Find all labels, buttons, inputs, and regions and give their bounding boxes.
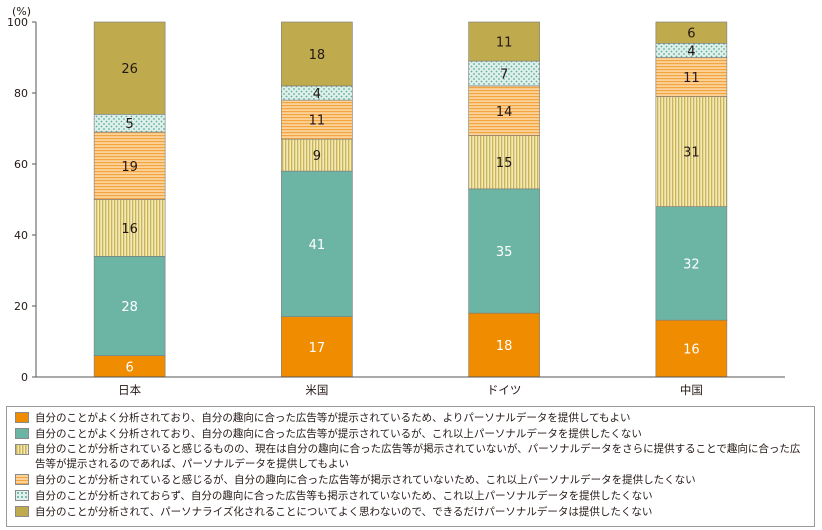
data-label: 6 <box>687 27 695 42</box>
x-tick-label: ドイツ <box>487 383 522 397</box>
bar-segment-series-6 <box>655 21 728 44</box>
bar-segment-series-4 <box>468 85 540 136</box>
data-label: 18 <box>309 48 326 63</box>
bar-segment-series-3 <box>93 199 166 257</box>
legend-item-2: 自分のことがよく分析されており、自分の趣向に合った広告等が提示されているが、これ… <box>15 426 808 442</box>
stacked-bar-chart: (%) 0 20 40 60 80 100 6 28 16 19 5 26 17 41 9 11 4 18 18 3… <box>7 5 785 397</box>
legend-item-3: 自分のことが分析されていると感じるものの、現在は自分の趣向に合った広告等が掲示さ… <box>15 442 808 472</box>
bar-segment-series-6 <box>281 21 353 87</box>
legend-swatch <box>15 412 29 423</box>
data-label: 31 <box>683 146 700 161</box>
bar-segment-series-5 <box>468 60 540 87</box>
legend-label: 自分のことがよく分析されており、自分の趣向に合った広告等が提示されているため、よ… <box>35 412 631 424</box>
bar-segment-series-1 <box>655 319 728 378</box>
data-label: 9 <box>313 149 321 164</box>
data-label: 17 <box>309 341 326 356</box>
legend-item-5: 自分のことが分析されておらず、自分の趣向に合った広告等も掲示されていないため、こ… <box>15 488 808 504</box>
data-label: 32 <box>683 257 700 272</box>
data-label: 16 <box>121 222 138 237</box>
legend-swatch <box>15 506 29 517</box>
bar-segment-series-4 <box>655 57 728 97</box>
y-tick-label: 80 <box>14 87 28 100</box>
y-tick-label: 40 <box>14 229 28 242</box>
bar-segment-series-6 <box>93 21 166 115</box>
data-label: 4 <box>313 87 321 102</box>
data-label: 7 <box>500 67 508 82</box>
y-tick-label: 20 <box>14 300 28 313</box>
data-label: 35 <box>496 245 513 260</box>
legend-swatch <box>15 428 29 439</box>
y-tick-label: 0 <box>21 371 28 384</box>
x-tick-label: 中国 <box>680 383 703 397</box>
bars-group: 6 28 16 19 5 26 17 41 9 11 4 18 18 35 15 14 7 11 16 32 31 11 4… <box>93 21 728 378</box>
x-tick-label: 米国 <box>305 383 328 397</box>
y-tick-label: 100 <box>7 16 28 29</box>
data-label: 5 <box>125 117 133 132</box>
bar-segment-series-4 <box>281 99 353 140</box>
legend-swatch <box>15 490 29 501</box>
legend-label: 自分のことが分析されていると感じるが、自分の趣向に合った広告等が掲示されていない… <box>35 474 696 486</box>
y-axis: 0 20 40 60 80 100 <box>7 16 37 384</box>
bar-segment-series-4 <box>93 131 166 200</box>
y-tick-label: 60 <box>14 158 28 171</box>
data-label: 4 <box>687 44 695 59</box>
data-label: 11 <box>496 36 513 51</box>
data-label: 28 <box>121 300 138 315</box>
legend-label: 自分のことが分析されていると感じるものの、現在は自分の趣向に合った広告等が掲示さ… <box>35 443 801 470</box>
legend-item-4: 自分のことが分析されていると感じるが、自分の趣向に合った広告等が掲示されていない… <box>15 472 808 488</box>
data-label: 26 <box>121 62 138 77</box>
data-label: 11 <box>309 114 326 129</box>
legend-label: 自分のことがよく分析されており、自分の趣向に合った広告等が提示されているが、これ… <box>35 428 642 440</box>
data-label: 19 <box>121 160 138 175</box>
bar-segment-series-3 <box>281 138 353 172</box>
legend: 自分のことがよく分析されており、自分の趣向に合った広告等が提示されているため、よ… <box>6 406 815 527</box>
bar-segment-series-2 <box>281 170 353 317</box>
bar-segment-series-1 <box>281 316 353 378</box>
x-tick-label: 日本 <box>118 383 141 397</box>
data-label: 16 <box>683 343 700 358</box>
x-axis: 日本 米国 ドイツ 中国 <box>36 376 785 397</box>
legend-label: 自分のことが分析されて、パーソナライズ化されることについてよく思わないので、でき… <box>35 506 653 518</box>
legend-swatch <box>15 444 29 455</box>
data-label: 18 <box>496 339 513 354</box>
legend-swatch <box>15 474 29 485</box>
bar-segment-series-1 <box>468 312 540 378</box>
data-label: 6 <box>125 360 133 375</box>
legend-item-6: 自分のことが分析されて、パーソナライズ化されることについてよく思わないので、でき… <box>15 504 808 520</box>
y-axis-unit-label: (%) <box>12 5 31 18</box>
bar-segment-series-2 <box>655 206 728 321</box>
legend-item-1: 自分のことがよく分析されており、自分の趣向に合った広告等が提示されているため、よ… <box>15 410 808 426</box>
data-label: 11 <box>683 71 700 86</box>
bar-segment-series-3 <box>655 96 728 207</box>
bar-segment-series-6 <box>468 21 540 62</box>
data-label: 15 <box>496 156 513 171</box>
data-label: 41 <box>309 238 326 253</box>
bar-segment-series-2 <box>468 188 540 314</box>
legend-label: 自分のことが分析されておらず、自分の趣向に合った広告等も掲示されていないため、こ… <box>35 490 653 502</box>
bar-segment-series-3 <box>468 135 540 190</box>
bar-segment-series-2 <box>93 255 166 356</box>
data-label: 14 <box>496 105 513 120</box>
